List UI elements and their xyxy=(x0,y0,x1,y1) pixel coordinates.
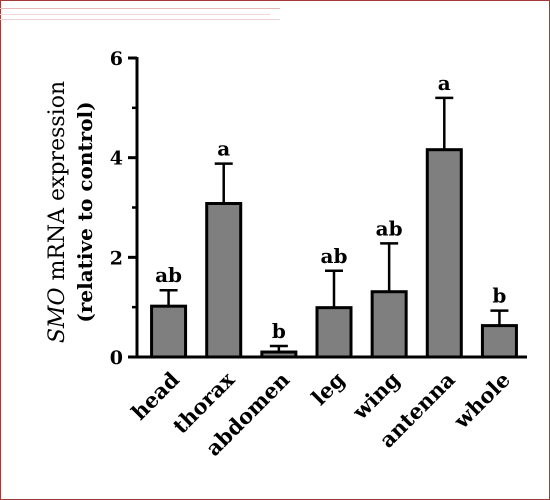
y-tick-label-4: 4 xyxy=(110,148,123,170)
x-tick-label-whole: whole xyxy=(448,367,515,434)
significance-label-thorax: a xyxy=(217,137,230,161)
bar-abdomen xyxy=(260,350,298,359)
bar-antenna xyxy=(425,148,463,359)
significance-label-head: ab xyxy=(155,263,182,287)
x-tick-label-leg: leg xyxy=(306,367,349,410)
y-axis-label-text: mRNA expression xyxy=(45,81,70,288)
y-tick-label-0: 0 xyxy=(110,347,123,369)
y-tick-label-6: 6 xyxy=(110,48,123,70)
significance-label-whole: b xyxy=(492,284,506,308)
bar-wing xyxy=(370,290,408,359)
frame-accent-line xyxy=(0,8,280,20)
bar-thorax xyxy=(205,202,243,359)
y-axis-label: SMO mRNA expression (relative to control… xyxy=(45,81,97,343)
y-axis-label-line2: (relative to control) xyxy=(73,101,97,322)
bar-whole xyxy=(480,324,518,359)
significance-label-leg: ab xyxy=(321,244,348,268)
bar-leg xyxy=(315,306,353,359)
bar-head xyxy=(150,304,188,359)
significance-label-wing: ab xyxy=(376,216,403,240)
bars: abheadathoraxbabdomenablegabwingaantenna… xyxy=(126,71,518,461)
significance-label-abdomen: b xyxy=(272,319,286,343)
frame-accent-line-2 xyxy=(0,14,270,15)
y-tick-label-2: 2 xyxy=(110,247,123,269)
y-axis-label-gene: SMO xyxy=(45,288,70,344)
significance-label-antenna: a xyxy=(438,71,451,95)
svg-text:SMO mRNA expression: SMO mRNA expression xyxy=(45,81,70,343)
